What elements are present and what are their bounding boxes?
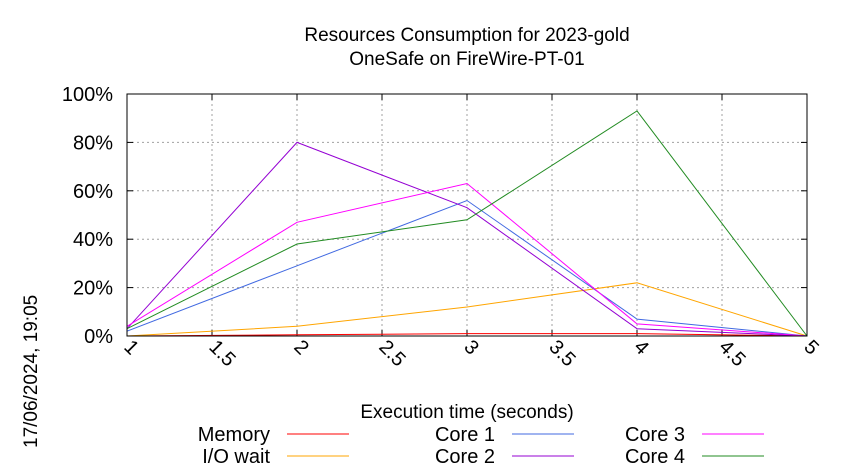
- series-line-core-4: [126, 110, 808, 337]
- legend-label: Core 3: [625, 424, 685, 446]
- plot-frame: [126, 93, 808, 337]
- legend-label: I/O wait: [202, 446, 270, 468]
- y-tick-label: 60%: [73, 181, 113, 203]
- series-lines: [126, 110, 808, 337]
- x-axis-label: Execution time (seconds): [360, 402, 573, 423]
- x-tick-label: 2: [289, 336, 312, 359]
- legend-label: Core 1: [435, 424, 495, 446]
- legend-label: Memory: [198, 424, 270, 446]
- timestamp: 17/06/2024, 19:05: [21, 295, 42, 448]
- series-line-core-1: [126, 199, 808, 337]
- chart-title: Resources Consumption for 2023-gold: [304, 25, 629, 46]
- x-tick-label: 1.5: [204, 336, 239, 371]
- x-tick-label: 1: [119, 336, 142, 359]
- x-tick-label: 2.5: [374, 336, 409, 371]
- legend-label: Core 4: [625, 446, 685, 468]
- x-tick-label: 3: [459, 336, 482, 359]
- x-tick-label: 4.5: [714, 336, 749, 371]
- series-line-core-3: [126, 182, 808, 337]
- series-line-core-2: [126, 141, 808, 337]
- y-tick-label: 0%: [84, 326, 113, 348]
- y-tick-label: 80%: [73, 132, 113, 154]
- y-tick-label: 40%: [73, 229, 113, 251]
- x-tick-label: 4: [629, 336, 652, 359]
- x-tick-label: 5: [799, 336, 822, 359]
- x-tick-label: 3.5: [544, 336, 579, 371]
- series-line-memory: [126, 333, 808, 337]
- y-tick-label: 100%: [62, 84, 113, 106]
- grid: [126, 93, 808, 337]
- y-tick-label: 20%: [73, 278, 113, 300]
- y-axis-ticks: 0% 20% 40% 60% 80% 100%: [62, 84, 807, 348]
- chart-subtitle: OneSafe on FireWire-PT-01: [349, 49, 584, 70]
- legend-label: Core 2: [435, 446, 495, 468]
- series-line-i-o-wait: [126, 282, 808, 337]
